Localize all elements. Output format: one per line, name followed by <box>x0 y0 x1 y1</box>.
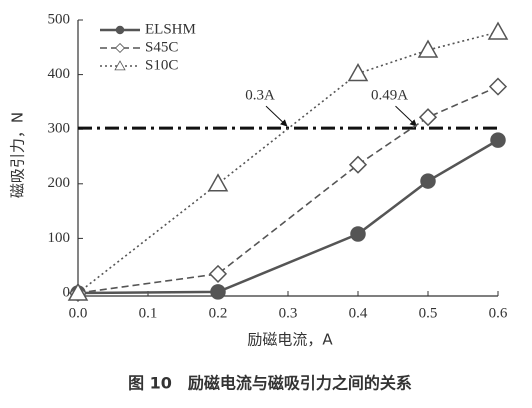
marker <box>417 39 439 58</box>
y-tick-label: 400 <box>48 66 71 82</box>
x-tick-label: 0.3 <box>279 305 298 321</box>
marker <box>210 284 226 300</box>
x-tick-label: 0.6 <box>489 305 508 321</box>
legend-label: ELSHM <box>145 21 196 37</box>
x-axis-label: 励磁电流，A <box>247 331 333 349</box>
marker <box>350 226 366 242</box>
series-line <box>77 31 499 294</box>
legend-label: S10C <box>145 57 178 73</box>
marker <box>347 62 369 82</box>
y-axis-label: 磁吸引力，N <box>9 112 27 198</box>
marker <box>348 155 368 174</box>
marker <box>487 21 509 40</box>
x-tick-label: 0.0 <box>69 305 88 321</box>
marker <box>418 108 438 127</box>
marker <box>67 282 89 301</box>
annotation-label: 0.49A <box>371 88 408 104</box>
x-tick-label: 0.2 <box>209 305 228 321</box>
annotation-arrow <box>265 105 288 127</box>
y-tick-label: 300 <box>48 121 71 137</box>
y-tick-label: 100 <box>48 230 71 246</box>
legend-label: S45C <box>145 39 178 55</box>
marker <box>490 132 506 148</box>
series-line <box>77 85 499 294</box>
series-line <box>77 139 499 295</box>
y-tick-label: 500 <box>48 11 71 27</box>
caption: 图 10 励磁电流与磁吸引力之间的关系 <box>128 374 412 393</box>
legend-marker <box>115 43 125 53</box>
marker <box>207 173 229 192</box>
annotation-label: 0.3A <box>245 88 275 104</box>
legend-marker <box>115 25 125 35</box>
marker <box>420 173 436 189</box>
x-tick-label: 0.1 <box>139 305 158 321</box>
y-tick-label: 0 <box>63 284 71 300</box>
marker <box>488 77 508 96</box>
y-tick-label: 200 <box>48 175 71 191</box>
annotation-arrow <box>395 105 418 127</box>
legend-marker <box>114 60 126 71</box>
x-tick-label: 0.5 <box>419 305 438 321</box>
x-tick-label: 0.4 <box>349 305 368 321</box>
marker <box>208 264 228 283</box>
